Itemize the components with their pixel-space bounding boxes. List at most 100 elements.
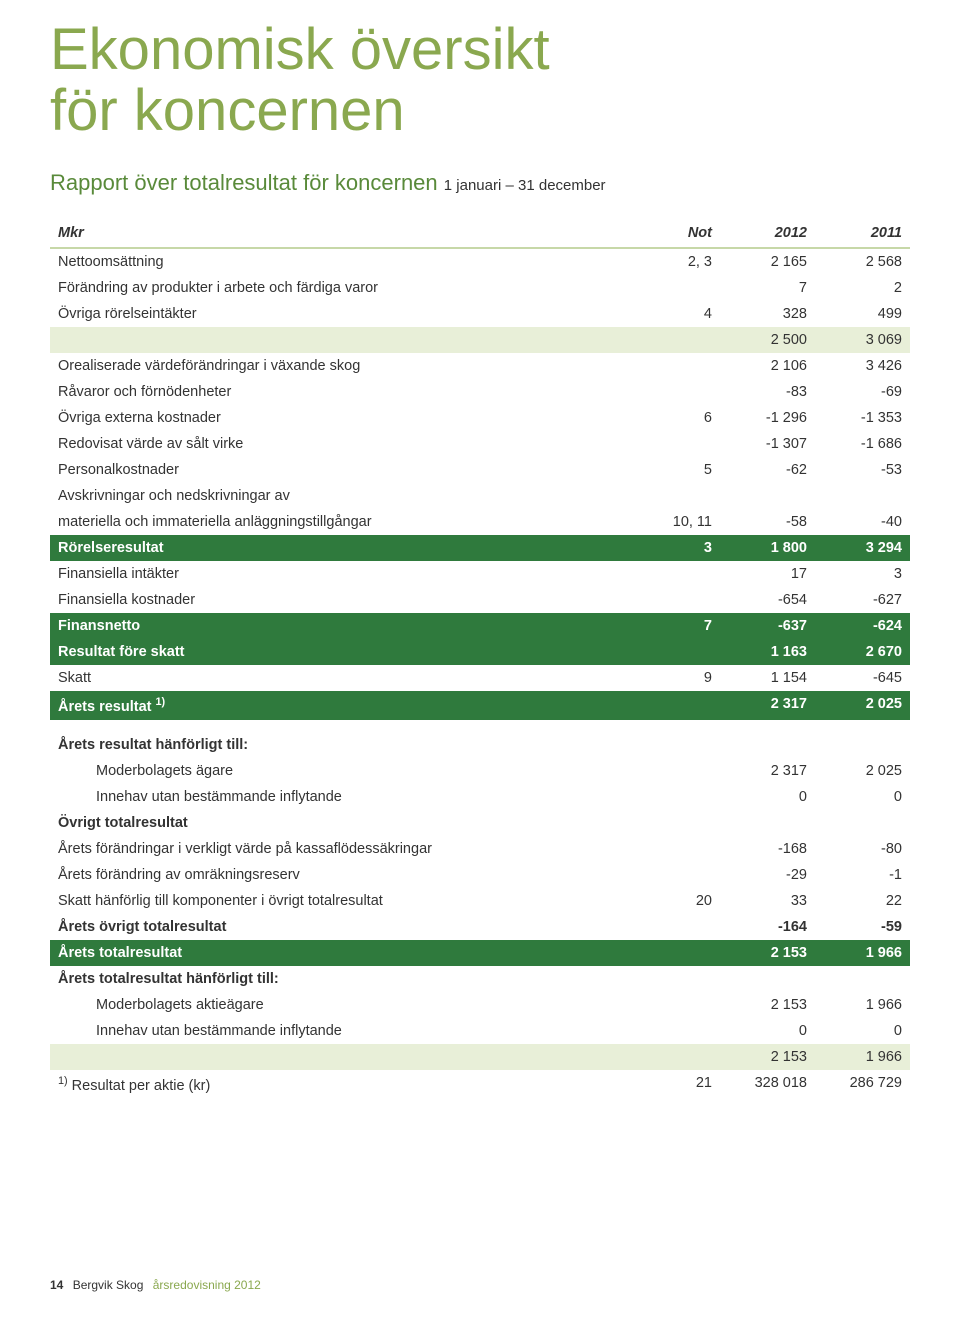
- row-v11: -40: [815, 509, 910, 535]
- row-v12: [720, 483, 815, 509]
- row-v11: 2 025: [815, 691, 910, 720]
- row-label: Redovisat värde av sålt virke: [50, 431, 625, 457]
- row-label: Orealiserade värdeförändringar i växande…: [50, 353, 625, 379]
- row-label: Årets resultat hänförligt till:: [50, 732, 625, 758]
- row-label: Skatt hänförlig till komponenter i övrig…: [50, 888, 625, 914]
- row-v12: -83: [720, 379, 815, 405]
- row-v12: 2 153: [720, 992, 815, 1018]
- row-v12: 2 317: [720, 691, 815, 720]
- row-v11: 2 025: [815, 758, 910, 784]
- table-row: Finansiella intäkter 173: [50, 561, 910, 587]
- row-v11: 2 568: [815, 248, 910, 275]
- table-row: Moderbolagets ägare2 3172 025: [50, 758, 910, 784]
- row-v12: 0: [720, 784, 815, 810]
- row-v11: 3: [815, 561, 910, 587]
- row-v11: [815, 483, 910, 509]
- row-v11: -1 686: [815, 431, 910, 457]
- row-v11: 2: [815, 275, 910, 301]
- row-v12: 1 800: [720, 535, 815, 561]
- row-v11: 1 966: [815, 1044, 910, 1070]
- table-row: Nettoomsättning2, 32 1652 568: [50, 248, 910, 275]
- row-label: Övrigt totalresultat: [50, 810, 625, 836]
- spacer-row: [50, 720, 910, 732]
- row-v11: 3 069: [815, 327, 910, 353]
- table-row: Avskrivningar och nedskrivningar av: [50, 483, 910, 509]
- row-v11: -645: [815, 665, 910, 691]
- row-not: [625, 379, 720, 405]
- row-v11: 0: [815, 784, 910, 810]
- row-not: [625, 691, 720, 720]
- row-v12: 1 163: [720, 639, 815, 665]
- table-row: Förändring av produkter i arbete och fär…: [50, 275, 910, 301]
- page-number: 14: [50, 1278, 63, 1292]
- col-header-2012: 2012: [720, 220, 815, 248]
- table-row: materiella och immateriella anläggningst…: [50, 509, 910, 535]
- page-title: Ekonomisk översikt för koncernen: [50, 20, 910, 142]
- row-label: Råvaror och förnödenheter: [50, 379, 625, 405]
- row-not: [625, 431, 720, 457]
- row-not: 9: [625, 665, 720, 691]
- highlight-row-finansnetto: Finansnetto7-637-624: [50, 613, 910, 639]
- row-label: Nettoomsättning: [50, 248, 625, 275]
- row-not: [625, 275, 720, 301]
- row-v11: 1 966: [815, 940, 910, 966]
- row-v12: 2 153: [720, 1044, 815, 1070]
- row-v11: -69: [815, 379, 910, 405]
- row-not: 6: [625, 405, 720, 431]
- row-label: materiella och immateriella anläggningst…: [50, 509, 625, 535]
- income-statement-table: Mkr Not 2012 2011 Nettoomsättning2, 32 1…: [50, 220, 910, 1099]
- col-header-not: Not: [625, 220, 720, 248]
- table-row: Orealiserade värdeförändringar i växande…: [50, 353, 910, 379]
- row-v11: -53: [815, 457, 910, 483]
- row-label: Finansnetto: [50, 613, 625, 639]
- table-row-footnote: 1) Resultat per aktie (kr) 21 328 018 28…: [50, 1070, 910, 1099]
- row-label: Årets övrigt totalresultat: [50, 914, 625, 940]
- row-label: Resultat före skatt: [50, 639, 625, 665]
- row-label: Innehav utan bestämmande inflytande: [50, 784, 625, 810]
- title-line-1: Ekonomisk översikt: [50, 17, 550, 82]
- row-label: Finansiella intäkter: [50, 561, 625, 587]
- row-not: 21: [625, 1070, 720, 1099]
- row-not: [625, 561, 720, 587]
- row-v12: -1 307: [720, 431, 815, 457]
- row-not: 2, 3: [625, 248, 720, 275]
- row-v12: 17: [720, 561, 815, 587]
- title-line-2: för koncernen: [50, 78, 405, 143]
- row-label: Skatt: [50, 665, 625, 691]
- row-label: Övriga rörelseintäkter: [50, 301, 625, 327]
- table-row: Årets resultat hänförligt till:: [50, 732, 910, 758]
- row-not: 20: [625, 888, 720, 914]
- row-v12: -1 296: [720, 405, 815, 431]
- row-not: [625, 639, 720, 665]
- row-not: [625, 587, 720, 613]
- row-label: Övriga externa kostnader: [50, 405, 625, 431]
- row-label: Årets totalresultat: [50, 940, 625, 966]
- row-v11: 0: [815, 1018, 910, 1044]
- page-footer: 14 Bergvik Skog årsredovisning 2012: [50, 1278, 910, 1292]
- row-not: [625, 327, 720, 353]
- row-v12: 328 018: [720, 1070, 815, 1099]
- row-label: Finansiella kostnader: [50, 587, 625, 613]
- subtotal-row: 2 5003 069: [50, 327, 910, 353]
- row-v11: 22: [815, 888, 910, 914]
- row-v12: 328: [720, 301, 815, 327]
- date-range: 1 januari – 31 december: [444, 177, 606, 194]
- row-v12: 2 165: [720, 248, 815, 275]
- row-label: Moderbolagets aktieägare: [50, 992, 625, 1018]
- row-not: 5: [625, 457, 720, 483]
- row-v12: 2 106: [720, 353, 815, 379]
- table-row: Redovisat värde av sålt virke -1 307-1 68…: [50, 431, 910, 457]
- row-v11: 3 294: [815, 535, 910, 561]
- row-v12: -654: [720, 587, 815, 613]
- table-row: Innehav utan bestämmande inflytande 00: [50, 784, 910, 810]
- table-row: Årets förändring av omräkningsreserv-29-…: [50, 862, 910, 888]
- table-row: Moderbolagets aktieägare 2 1531 966: [50, 992, 910, 1018]
- document-page: Ekonomisk översikt för koncernen Rapport…: [0, 0, 960, 1342]
- row-v11: 1 966: [815, 992, 910, 1018]
- subtitle-text: Rapport över totalresultat för koncernen: [50, 170, 438, 195]
- table-row: Innehav utan bestämmande inflytande00: [50, 1018, 910, 1044]
- row-not: 7: [625, 613, 720, 639]
- row-v12: -58: [720, 509, 815, 535]
- table-row: Finansiella kostnader-654-627: [50, 587, 910, 613]
- table-row: Råvaror och förnödenheter -83-69: [50, 379, 910, 405]
